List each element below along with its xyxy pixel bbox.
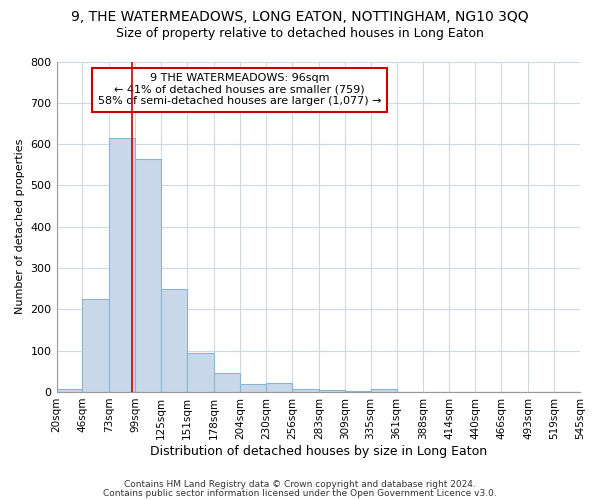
Text: Size of property relative to detached houses in Long Eaton: Size of property relative to detached ho…	[116, 28, 484, 40]
Bar	[371, 388, 397, 392]
Y-axis label: Number of detached properties: Number of detached properties	[15, 139, 25, 314]
Bar	[161, 288, 187, 392]
Text: Contains HM Land Registry data © Crown copyright and database right 2024.: Contains HM Land Registry data © Crown c…	[124, 480, 476, 489]
Bar	[109, 138, 136, 392]
Bar	[214, 374, 240, 392]
Text: Contains public sector information licensed under the Open Government Licence v3: Contains public sector information licen…	[103, 488, 497, 498]
Text: 9 THE WATERMEADOWS: 96sqm
← 41% of detached houses are smaller (759)
58% of semi: 9 THE WATERMEADOWS: 96sqm ← 41% of detac…	[98, 73, 382, 106]
Bar	[136, 158, 161, 392]
Bar	[56, 388, 82, 392]
Bar	[240, 384, 266, 392]
Bar	[292, 388, 319, 392]
Bar	[82, 299, 109, 392]
Bar	[187, 352, 214, 392]
Text: 9, THE WATERMEADOWS, LONG EATON, NOTTINGHAM, NG10 3QQ: 9, THE WATERMEADOWS, LONG EATON, NOTTING…	[71, 10, 529, 24]
Bar	[344, 391, 371, 392]
X-axis label: Distribution of detached houses by size in Long Eaton: Distribution of detached houses by size …	[150, 444, 487, 458]
Bar	[319, 390, 344, 392]
Bar	[266, 383, 292, 392]
